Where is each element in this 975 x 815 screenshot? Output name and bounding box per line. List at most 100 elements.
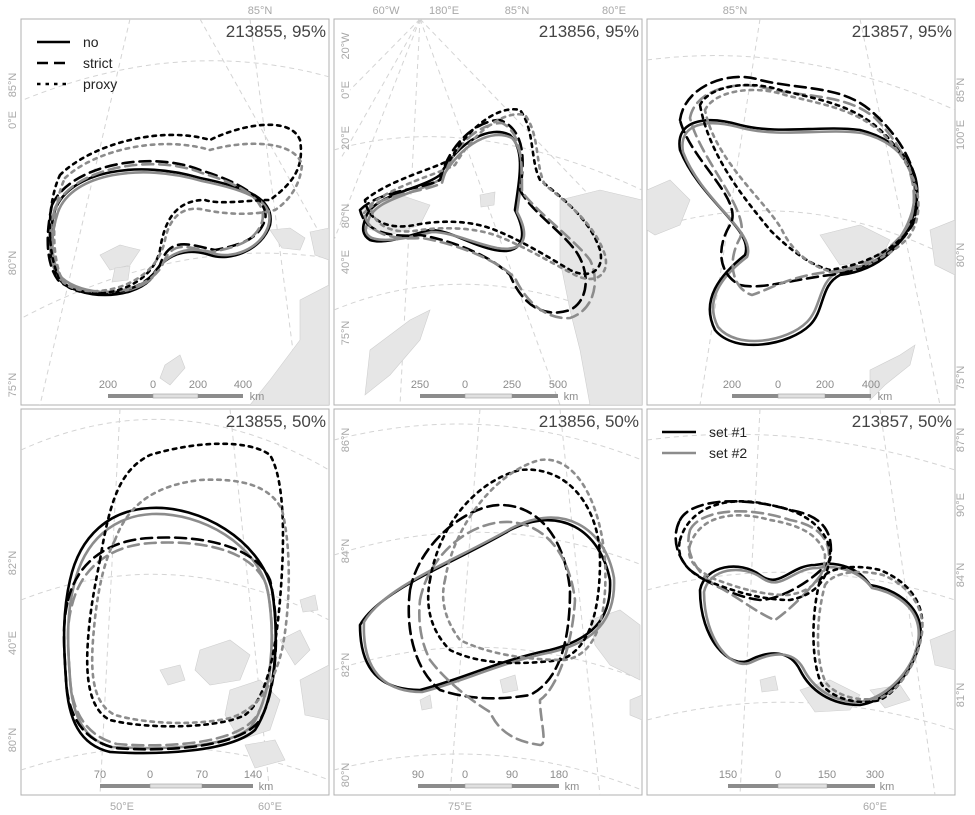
- left-axis-label: 75°N: [340, 321, 352, 346]
- right-axis-label: 100°E: [955, 120, 967, 150]
- map-panel-213857-50: 213857, 50% set #1 set #2 60°E 87°N 90°E…: [646, 408, 967, 813]
- right-axis-label: 75°N: [955, 366, 967, 391]
- legend-label-strict: strict: [83, 55, 113, 71]
- scale-segment: [420, 394, 465, 398]
- top-axis-label: 60°W: [372, 5, 400, 17]
- left-axis-label: 20°W: [340, 32, 352, 60]
- left-axis-label: 86°N: [340, 428, 352, 453]
- scale-segment: [464, 783, 513, 789]
- scale-segment: [149, 783, 203, 789]
- scale-segment: [512, 394, 558, 398]
- legend-label-set2: set #2: [709, 445, 747, 461]
- left-axis-label: 80°N: [7, 728, 19, 753]
- scale-segment: [777, 393, 826, 399]
- home-range-contours: [358, 458, 616, 747]
- scale-bar: 70 0 70 140 km: [94, 769, 273, 793]
- left-axis-label: 84°N: [340, 539, 352, 564]
- left-axis-label: 75°N: [7, 373, 19, 398]
- right-axis-label: 85°N: [955, 78, 967, 103]
- left-axis-label: 20°E: [340, 126, 352, 150]
- panel-title: 213857, 95%: [852, 22, 952, 41]
- graticule: [647, 19, 955, 405]
- right-axis-label: 87°N: [955, 428, 967, 453]
- scale-segment: [827, 784, 875, 788]
- scale-segment: [202, 784, 253, 788]
- panel-title: 213856, 95%: [539, 22, 639, 41]
- map-panel-213855-95: 213855, 95% no strict proxy 85°N 0°E 85°…: [7, 5, 330, 406]
- scale-bar: 90 0 90 180 km: [412, 769, 579, 793]
- panel-frame: [333, 408, 643, 796]
- left-axis-label: 80°N: [7, 251, 19, 276]
- panel-title: 213857, 50%: [852, 412, 952, 431]
- scale-tick-label: 300: [866, 769, 884, 781]
- scale-segment: [732, 394, 778, 398]
- scale-segment: [108, 394, 153, 398]
- right-axis-label: 84°N: [955, 563, 967, 588]
- home-range-contours: [358, 107, 608, 320]
- scale-tick-label: 200: [723, 379, 741, 391]
- right-axis-label: 81°N: [955, 683, 967, 708]
- scale-bar: 200 0 200 400 km: [723, 379, 893, 403]
- scale-tick-label: 0: [462, 769, 468, 781]
- map-panel-213855-50: 213855, 50% 50°E 60°E 82°N 40°E 80°N 70 …: [7, 408, 330, 813]
- scale-unit: km: [880, 781, 895, 793]
- panel-title: 213855, 50%: [226, 412, 326, 431]
- landmass: [419, 609, 642, 721]
- right-axis-label: 80°N: [955, 243, 967, 268]
- graticule: [334, 409, 642, 795]
- scale-tick-label: 0: [775, 379, 781, 391]
- landmass: [159, 594, 329, 769]
- left-axis-label: 0°E: [7, 111, 19, 129]
- scale-segment: [825, 394, 871, 398]
- top-axis-label: 80°E: [602, 5, 626, 17]
- scale-segment: [464, 393, 513, 399]
- scale-tick-label: 180: [550, 769, 568, 781]
- scale-segment: [418, 784, 465, 788]
- scale-unit: km: [259, 781, 274, 793]
- map-panel-213857-95: 213857, 95% 85°N 85°N 100°E 80°N 75°N 20…: [646, 5, 967, 406]
- left-axis-label: 80°N: [340, 204, 352, 229]
- scale-tick-label: 0: [150, 379, 156, 391]
- scale-tick-label: 200: [189, 379, 207, 391]
- legend-set: set #1 set #2: [662, 424, 747, 461]
- left-axis-label: 82°N: [7, 551, 19, 576]
- map-panel-213856-50: 213856, 50% 75°E 86°N 84°N 82°N 80°N 90 …: [333, 408, 643, 813]
- bottom-axis-label: 60°E: [863, 801, 887, 813]
- scale-tick-label: 90: [506, 769, 518, 781]
- right-axis-label: 90°E: [955, 493, 967, 517]
- left-axis-label: 40°E: [7, 631, 19, 655]
- landmass: [99, 227, 329, 405]
- left-axis-label: 0°E: [340, 81, 352, 99]
- panel-title: 213855, 95%: [226, 22, 326, 41]
- scale-tick-label: 200: [816, 379, 834, 391]
- scale-segment: [198, 394, 243, 398]
- scale-tick-label: 0: [775, 769, 781, 781]
- landmass: [647, 179, 955, 401]
- scale-bar: 150 0 150 300 km: [719, 769, 895, 793]
- scale-tick-label: 140: [244, 769, 262, 781]
- scale-bar: 250 0 250 500 km: [411, 379, 579, 403]
- left-axis-label: 40°E: [340, 250, 352, 274]
- scale-unit: km: [878, 391, 893, 403]
- top-axis-label: 180°E: [429, 5, 459, 17]
- panel-title: 213856, 50%: [539, 412, 639, 431]
- legend-label-set1: set #1: [709, 424, 747, 440]
- scale-unit: km: [250, 391, 265, 403]
- legend-label-no: no: [83, 34, 99, 50]
- scale-segment: [512, 784, 559, 788]
- bottom-axis-label: 60°E: [258, 801, 282, 813]
- left-axis-label: 85°N: [7, 73, 19, 98]
- home-range-contours: [46, 123, 304, 297]
- scale-tick-label: 500: [549, 379, 567, 391]
- scale-tick-label: 400: [234, 379, 252, 391]
- scale-segment: [152, 393, 199, 399]
- scale-tick-label: 150: [818, 769, 836, 781]
- scale-tick-label: 70: [196, 769, 208, 781]
- scale-unit: km: [565, 781, 580, 793]
- scale-tick-label: 0: [147, 769, 153, 781]
- scale-tick-label: 90: [412, 769, 424, 781]
- bottom-axis-label: 75°E: [448, 801, 472, 813]
- scale-segment: [100, 784, 150, 788]
- left-axis-label: 82°N: [340, 653, 352, 678]
- top-axis-label: 85°N: [248, 5, 273, 17]
